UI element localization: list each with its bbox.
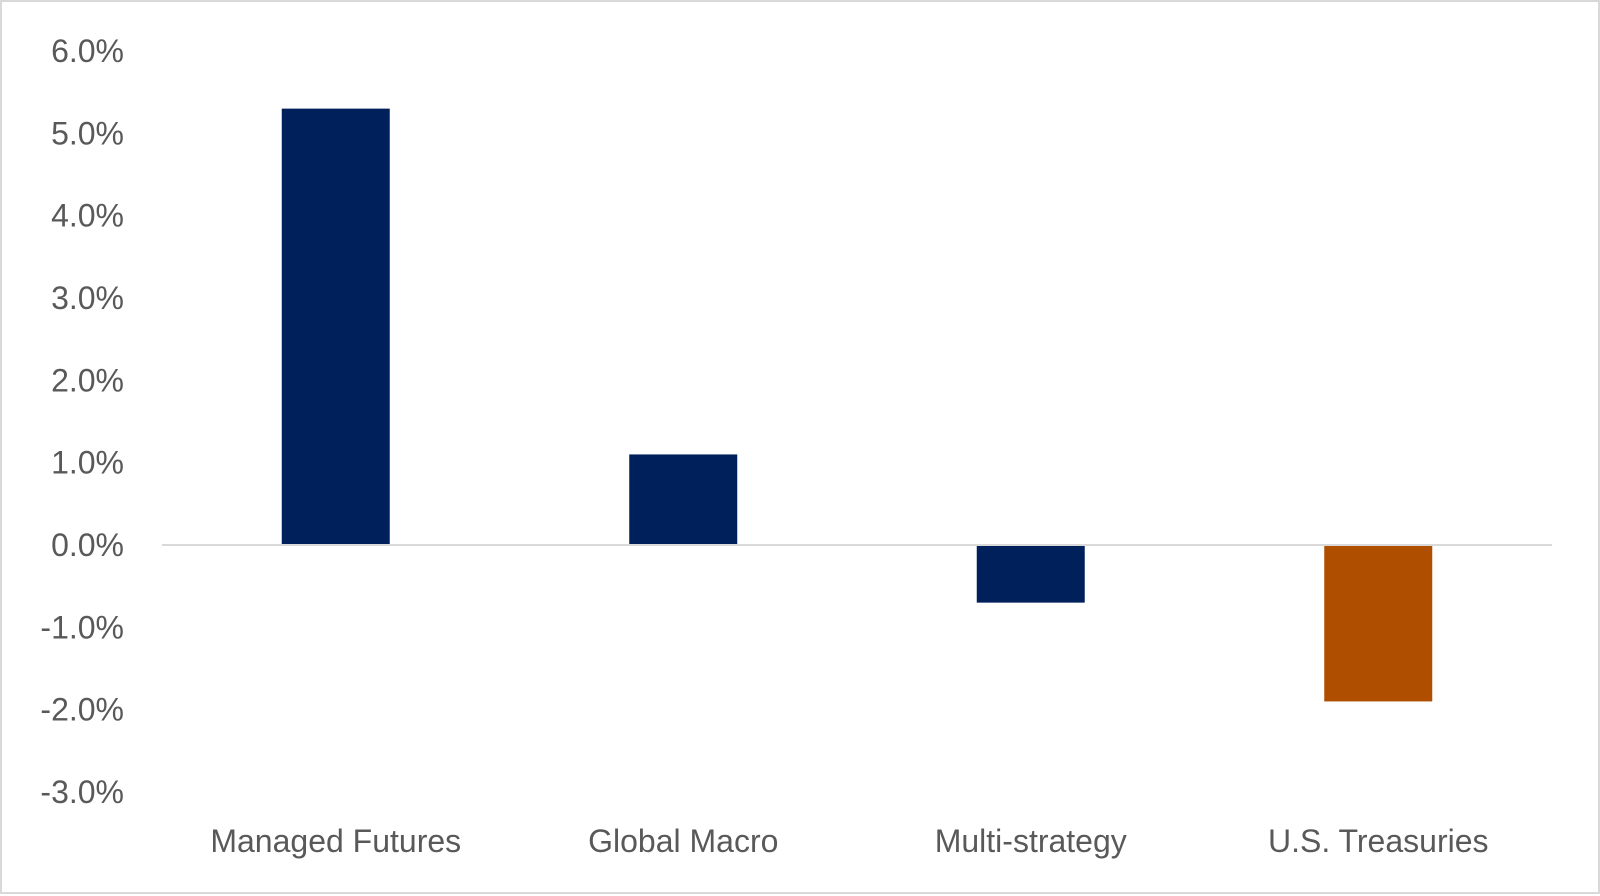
y-tick-label: -2.0% xyxy=(40,692,124,728)
bars xyxy=(281,108,1433,702)
bar-multi-strategy xyxy=(976,545,1085,603)
y-tick-label: 2.0% xyxy=(51,362,124,398)
bar-global-macro xyxy=(629,454,738,545)
x-category-label: Managed Futures xyxy=(210,823,461,859)
x-category-label: U.S. Treasuries xyxy=(1268,823,1489,859)
y-tick-label: 4.0% xyxy=(51,198,124,234)
y-tick-label: -3.0% xyxy=(40,774,124,810)
y-axis-ticks: 6.0% 5.0% 4.0% 3.0% 2.0% 1.0% 0.0% -1.0% -2.0% -3… xyxy=(40,33,124,810)
bar-u-s-treasuries xyxy=(1324,545,1433,702)
x-category-label: Global Macro xyxy=(588,823,778,859)
bar-managed-futures xyxy=(281,108,390,545)
y-tick-label: 5.0% xyxy=(51,115,124,151)
x-axis-labels: Managed Futures Global Macro Multi-strateg… xyxy=(210,823,1488,859)
y-tick-label: 0.0% xyxy=(51,527,124,563)
y-tick-label: 3.0% xyxy=(51,280,124,316)
x-category-label: Multi-strategy xyxy=(935,823,1127,859)
y-tick-label: 6.0% xyxy=(51,33,124,69)
y-tick-label: 1.0% xyxy=(51,445,124,481)
y-tick-label: -1.0% xyxy=(40,609,124,645)
